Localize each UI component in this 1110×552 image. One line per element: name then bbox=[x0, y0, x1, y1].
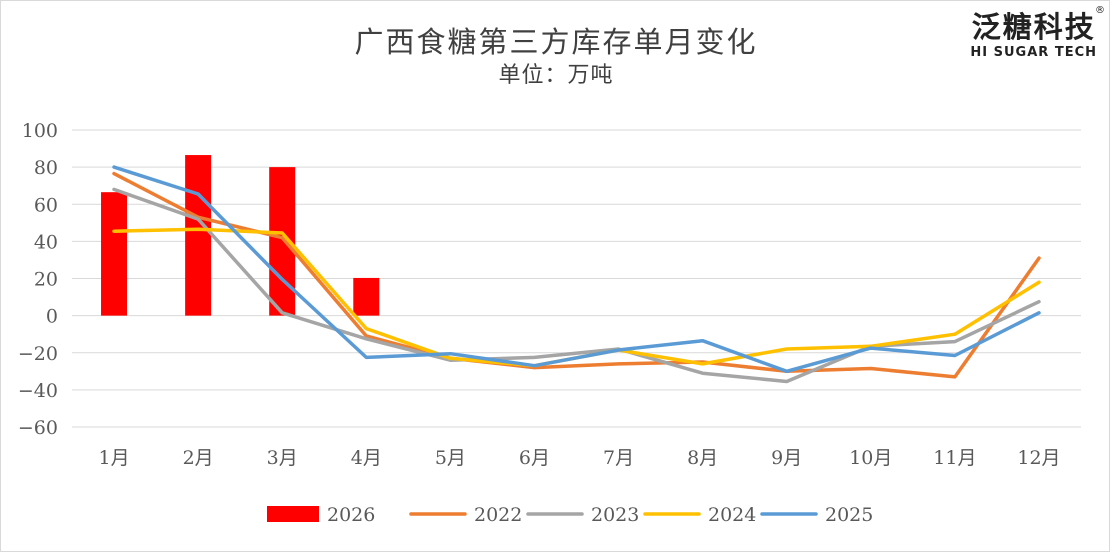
x-tick-label: 8月 bbox=[687, 447, 718, 469]
x-tick-label: 6月 bbox=[519, 447, 550, 469]
x-tick-label: 11月 bbox=[933, 447, 976, 469]
legend-item-2025: 2025 bbox=[760, 504, 873, 526]
x-tick-label: 5月 bbox=[435, 447, 466, 469]
x-tick-label: 4月 bbox=[351, 447, 382, 469]
legend-label: 2022 bbox=[474, 504, 522, 526]
legend-item-2022: 2022 bbox=[409, 504, 522, 526]
legend-label: 2025 bbox=[825, 504, 873, 526]
x-tick-label: 7月 bbox=[603, 447, 634, 469]
x-tick-label: 9月 bbox=[771, 447, 802, 469]
chart-title: 广西食糖第三方库存单月变化 bbox=[354, 25, 758, 59]
y-tick-label: 60 bbox=[34, 194, 58, 216]
y-tick-label: 100 bbox=[22, 120, 58, 142]
y-tick-label: 0 bbox=[46, 306, 58, 328]
legend-label: 2026 bbox=[327, 504, 375, 526]
x-tick-label: 1月 bbox=[98, 447, 129, 469]
bar-2026 bbox=[101, 192, 128, 316]
chart-subtitle: 单位：万吨 bbox=[498, 63, 614, 88]
bar-2026 bbox=[353, 277, 380, 316]
legend-item-2024: 2024 bbox=[643, 504, 756, 526]
registered-mark-icon: ® bbox=[1095, 5, 1105, 16]
y-tick-label: −40 bbox=[18, 380, 58, 402]
legend-swatch-bar bbox=[267, 506, 319, 522]
series-line-2022 bbox=[112, 171, 1041, 379]
legend-label: 2023 bbox=[591, 504, 639, 526]
legend-item-2023: 2023 bbox=[526, 504, 639, 526]
y-tick-label: 20 bbox=[34, 269, 58, 291]
brand-name-en: HI SUGAR TECH bbox=[970, 45, 1097, 60]
y-tick-label: 40 bbox=[34, 231, 58, 253]
series-line-2025 bbox=[112, 165, 1041, 374]
y-tick-label: 80 bbox=[34, 157, 58, 179]
x-tick-label: 12月 bbox=[1017, 447, 1060, 469]
brand-logo: 泛糖科技 HI SUGAR TECH ® bbox=[970, 5, 1105, 61]
bar-2026 bbox=[185, 155, 212, 316]
x-tick-label: 2月 bbox=[183, 447, 214, 469]
brand-name-cn: 泛糖科技 bbox=[971, 10, 1096, 44]
legend-item-2026: 2026 bbox=[267, 504, 375, 526]
legend-label: 2024 bbox=[708, 504, 756, 526]
y-tick-label: −60 bbox=[18, 417, 58, 439]
y-tick-label: −20 bbox=[18, 343, 58, 365]
x-tick-label: 10月 bbox=[849, 447, 892, 469]
x-tick-label: 3月 bbox=[267, 447, 298, 469]
